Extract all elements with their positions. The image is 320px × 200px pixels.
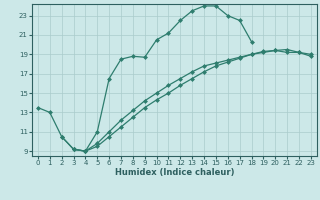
- X-axis label: Humidex (Indice chaleur): Humidex (Indice chaleur): [115, 168, 234, 177]
